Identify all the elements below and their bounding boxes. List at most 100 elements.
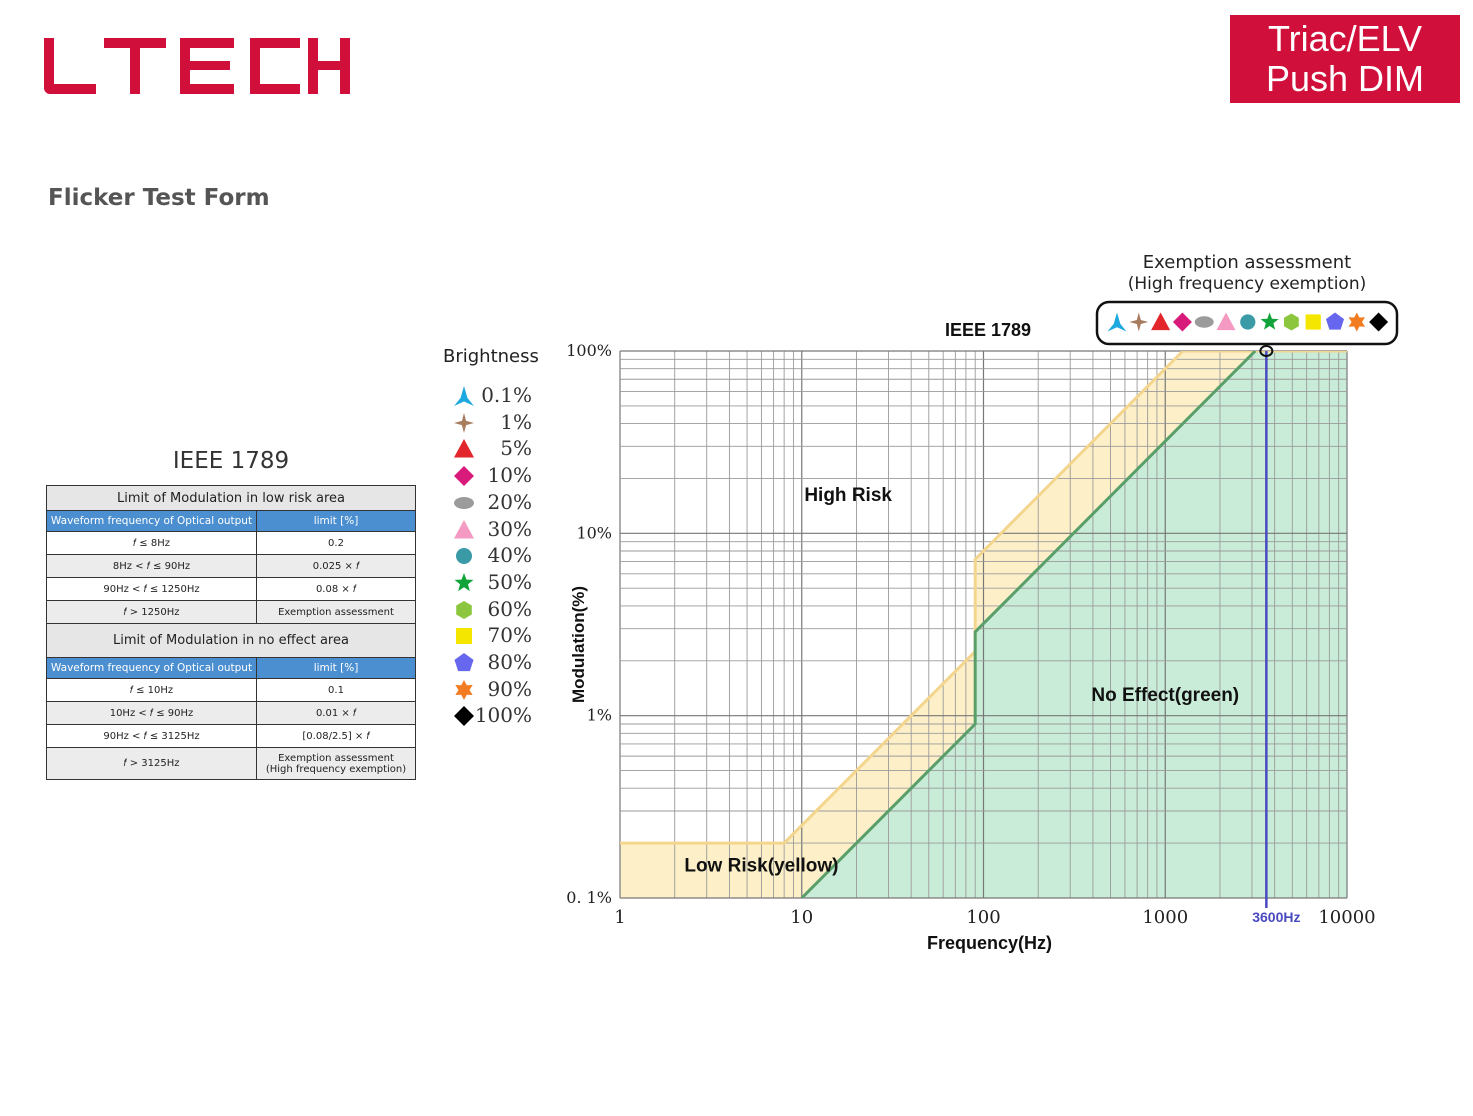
exemption-four-point-star-icon [1129, 312, 1149, 332]
table-row: 90Hz < 𝑓 ≤ 1250Hz 0.08 × 𝑓 [46, 577, 416, 601]
table-cell: 0.2 [256, 531, 416, 555]
legend-label: 40% [487, 543, 532, 568]
table-row: 𝑓 > 1250Hz Exemption assessment [46, 600, 416, 624]
table-cell: 0.025 × 𝑓 [256, 554, 416, 578]
product-badge: Triac/ELV Push DIM [1230, 15, 1460, 103]
table-cell-line: (High frequency exemption) [265, 763, 407, 775]
exemption-six-point-star-icon [1348, 312, 1366, 332]
legend-title: Brightness [443, 346, 539, 367]
y-tick-label: 1% [587, 706, 612, 725]
exemption-triangle-icon [1216, 312, 1236, 331]
table-row: 8Hz < 𝑓 ≤ 90Hz 0.025 × 𝑓 [46, 554, 416, 578]
y-tick-label: 0. 1% [566, 888, 612, 907]
legend-marker [455, 679, 473, 700]
tripod-icon [454, 386, 474, 406]
exemption-pentagon-icon [1325, 312, 1345, 330]
exemption-diamond-icon [1369, 312, 1389, 332]
column-header-frequency: Waveform frequency of Optical output [46, 657, 257, 679]
exemption-star-icon [1260, 312, 1279, 330]
legend-label: 100% [474, 703, 532, 728]
diamond-icon [454, 466, 474, 487]
no-effect-label: No Effect(green) [1091, 685, 1239, 706]
legend-marker [454, 412, 474, 433]
circle-icon [456, 548, 472, 565]
legend-label: 70% [487, 623, 532, 648]
legend-item: 90% [450, 676, 540, 702]
star-icon [454, 572, 474, 591]
legend-label: 60% [487, 596, 532, 621]
no-effect-boundary [800, 351, 1257, 898]
table-cell: 0.1 [256, 678, 416, 702]
legend-label: 0.1% [481, 383, 532, 407]
badge-line-1: Triac/ELV [1267, 18, 1423, 59]
table-cell: [0.08/2.5] × 𝑓 [256, 724, 416, 748]
legend-label: 30% [487, 516, 532, 541]
table-cell: 𝑓 ≤ 10Hz [46, 678, 257, 702]
y-axis-title: Modulation(%) [569, 586, 588, 703]
legend-label: 20% [487, 489, 532, 514]
legend-label: 80% [487, 650, 532, 674]
table-title: IEEE 1789 [172, 448, 290, 474]
square-icon [456, 628, 472, 645]
ellipse-icon [454, 496, 474, 509]
table-cell: 8Hz < 𝑓 ≤ 90Hz [46, 554, 257, 578]
legend-marker [454, 706, 474, 727]
exemption-circle-icon [1240, 314, 1256, 330]
table-cell-line: Exemption assessment [278, 752, 394, 764]
low-risk-label: Low Risk(yellow) [684, 855, 838, 876]
low-risk-boundary [620, 351, 1347, 845]
x-tick-label: 10 [790, 907, 813, 928]
x-tick-label: 100 [966, 907, 1000, 928]
triangle-icon [454, 519, 474, 538]
legend-marker [454, 466, 474, 487]
exemption-ellipse-icon [1194, 316, 1214, 328]
legend-marker [454, 572, 474, 591]
high-risk-label: High Risk [804, 485, 892, 506]
modulation-limit-table: Limit of Modulation in low risk area Wav… [46, 485, 416, 780]
diamond-icon [454, 706, 474, 727]
triangle-icon [454, 439, 474, 458]
table-cell: 0.01 × 𝑓 [256, 701, 416, 725]
six-point-star-icon [455, 679, 473, 700]
legend-label: 1% [500, 409, 532, 434]
section-title: Flicker Test Form [48, 185, 270, 211]
ltech-logo-mark [44, 38, 350, 94]
legend-item: 20% [450, 489, 540, 515]
exemption-subtitle: (High frequency exemption) [1128, 274, 1366, 294]
legend-item: 10% [450, 462, 540, 488]
exemption-tripod-icon [1107, 312, 1127, 332]
exemption-hexagon-icon [1283, 313, 1299, 331]
ltech-logo [40, 30, 360, 100]
x-tick-label: 10000 [1318, 907, 1375, 928]
table-row: 𝑓 > 3125Hz Exemption assessment (High fr… [46, 747, 416, 780]
legend-item: 1% [450, 409, 540, 435]
table-cell: Exemption assessment (High frequency exe… [256, 747, 416, 780]
table-cell: 10Hz < 𝑓 ≤ 90Hz [46, 701, 257, 725]
pentagon-icon [454, 653, 474, 672]
x-axis-title: Frequency(Hz) [927, 933, 1052, 953]
x-tick-label: 1000 [1142, 907, 1188, 928]
legend-label: 50% [487, 569, 532, 594]
measured-point [1259, 345, 1274, 357]
legend-item: 50% [450, 569, 540, 595]
legend-marker [454, 653, 474, 672]
no-effect-heading: Limit of Modulation in no effect area [46, 623, 416, 658]
table-cell: 𝑓 > 1250Hz [46, 600, 257, 624]
table-row: 90Hz < 𝑓 ≤ 3125Hz [0.08/2.5] × 𝑓 [46, 724, 416, 748]
legend-marker [454, 496, 474, 509]
table-row: 𝑓 ≤ 10Hz 0.1 [46, 678, 416, 702]
legend-marker [456, 600, 472, 619]
legend-marker [456, 548, 472, 565]
y-tick-label: 10% [576, 523, 612, 542]
four-point-star-icon [454, 412, 474, 433]
table-cell: 90Hz < 𝑓 ≤ 1250Hz [46, 577, 257, 601]
legend-item: 5% [450, 435, 540, 461]
legend-marker [454, 386, 474, 406]
legend-item: 70% [450, 622, 540, 648]
table-cell: 0.08 × 𝑓 [256, 577, 416, 601]
table-cell: 𝑓 ≤ 8Hz [46, 531, 257, 555]
legend-item: 40% [450, 542, 540, 568]
column-header-frequency: Waveform frequency of Optical output [46, 510, 257, 532]
legend-marker [456, 628, 472, 645]
legend-label: 90% [487, 676, 532, 701]
